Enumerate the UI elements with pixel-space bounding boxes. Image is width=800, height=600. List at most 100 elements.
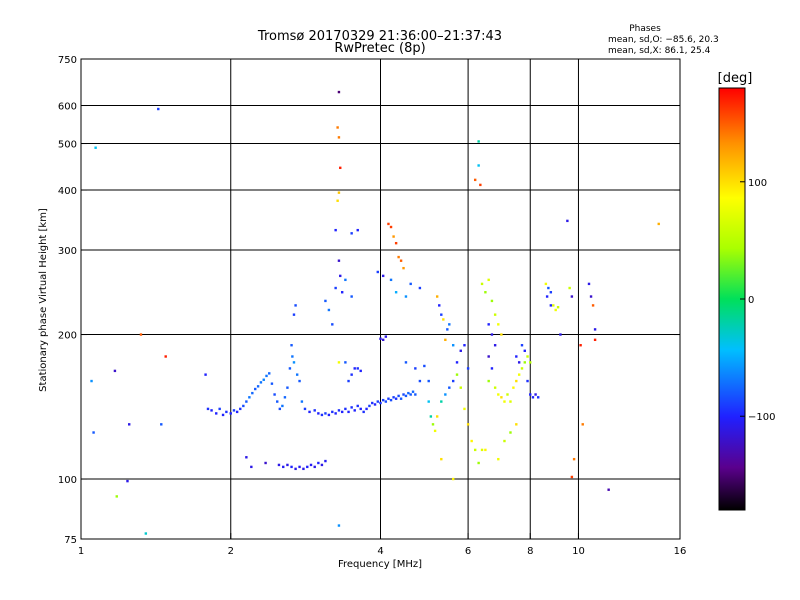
data-point <box>384 335 388 338</box>
data-point <box>381 338 385 342</box>
data-point <box>404 295 408 298</box>
data-point <box>448 386 451 389</box>
data-point <box>418 286 422 290</box>
data-point <box>286 386 289 389</box>
data-point <box>455 361 459 364</box>
data-point <box>376 400 379 403</box>
data-point <box>359 369 362 373</box>
data-point <box>336 199 339 202</box>
data-point <box>480 448 484 452</box>
data-point <box>339 166 342 170</box>
data-point <box>356 367 359 370</box>
data-point <box>92 431 95 434</box>
data-point <box>459 349 462 352</box>
data-point <box>526 379 529 383</box>
data-point <box>210 409 213 412</box>
data-point <box>320 463 324 467</box>
data-point <box>503 400 506 403</box>
data-point <box>607 488 610 491</box>
data-point <box>517 373 521 376</box>
data-point <box>273 393 276 396</box>
data-point <box>433 429 437 433</box>
data-point <box>490 367 494 370</box>
data-point <box>373 403 377 406</box>
data-point <box>350 406 353 409</box>
data-point <box>327 308 331 312</box>
data-point <box>368 404 371 408</box>
data-point <box>340 410 344 414</box>
data-point <box>282 465 285 469</box>
colorbar-label: [deg] <box>718 71 753 86</box>
data-point <box>657 222 660 226</box>
data-point <box>509 431 512 434</box>
data-point <box>256 385 260 388</box>
data-point <box>302 467 305 471</box>
data-point <box>523 361 526 364</box>
data-point <box>324 412 327 415</box>
data-point <box>559 333 562 336</box>
data-point <box>534 393 537 396</box>
data-point <box>337 409 341 412</box>
data-point <box>387 397 390 400</box>
data-point <box>298 465 301 469</box>
data-point <box>308 410 311 414</box>
data-point <box>356 404 359 408</box>
data-point <box>394 291 398 294</box>
data-point <box>309 463 313 467</box>
data-point <box>526 355 529 358</box>
data-point <box>139 333 143 336</box>
data-point <box>262 378 265 381</box>
data-point <box>229 412 232 415</box>
data-point <box>487 278 490 282</box>
data-point <box>544 282 548 286</box>
data-point <box>286 463 289 467</box>
data-point <box>473 448 477 452</box>
data-point <box>381 274 385 278</box>
data-point <box>337 136 341 139</box>
data-point <box>517 361 521 364</box>
data-point <box>531 396 535 399</box>
data-point <box>371 401 374 405</box>
data-point <box>235 410 239 414</box>
data-point <box>556 306 560 309</box>
data-point <box>300 400 304 403</box>
data-point <box>509 400 512 403</box>
x-tick-label: 1 <box>78 546 84 557</box>
data-point <box>549 304 553 307</box>
x-tick-label: 2 <box>228 546 234 557</box>
data-point <box>331 323 334 326</box>
chart-title: Tromsø 20170329 21:36:00–21:37:43 <box>257 29 502 44</box>
data-point <box>215 412 218 415</box>
data-point <box>463 344 466 347</box>
x-tick-label: 10 <box>572 546 585 557</box>
data-point <box>506 393 509 396</box>
data-point <box>376 270 379 274</box>
data-point <box>90 379 93 383</box>
data-point <box>414 367 417 370</box>
data-point <box>503 439 506 443</box>
colorbar-ticks: 100 0 −100 <box>740 178 775 423</box>
data-point <box>337 361 341 364</box>
data-point <box>362 410 365 414</box>
data-point <box>268 372 271 375</box>
data-point <box>487 355 490 358</box>
data-point <box>493 344 497 347</box>
data-point <box>294 467 297 471</box>
data-point <box>128 423 131 426</box>
data-point <box>126 479 129 483</box>
data-point <box>442 318 445 321</box>
data-point <box>344 278 347 282</box>
data-point <box>313 465 316 469</box>
data-point <box>294 304 297 307</box>
stats-line-x: mean, sd,X: 86.1, 25.4 <box>608 46 711 56</box>
data-point <box>359 407 362 411</box>
data-point <box>290 344 293 347</box>
data-point <box>409 282 412 286</box>
data-point <box>115 495 118 498</box>
data-point <box>397 255 400 259</box>
data-point <box>529 361 532 364</box>
data-point <box>245 400 248 403</box>
data-point <box>218 407 221 411</box>
data-point <box>549 291 553 294</box>
